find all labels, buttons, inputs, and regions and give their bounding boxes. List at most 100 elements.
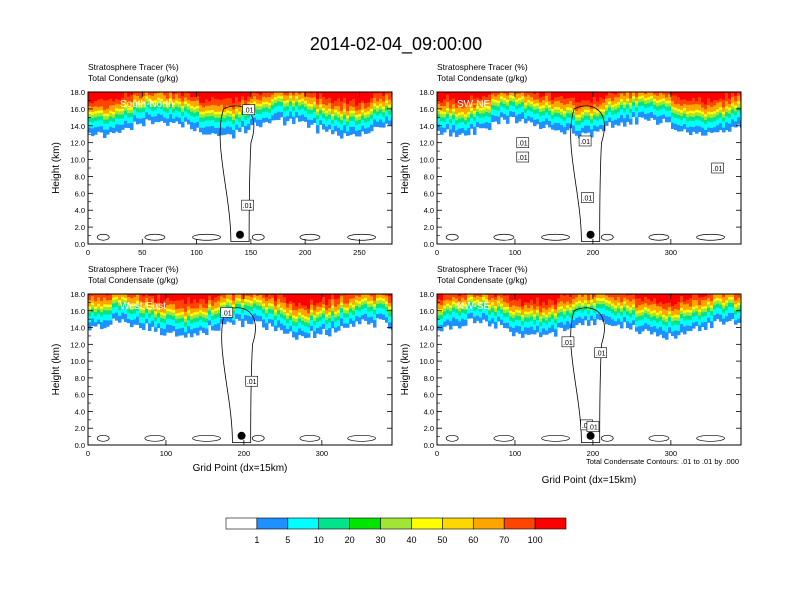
- y-tick-label: 16.0: [70, 105, 85, 114]
- contour-label: .01: [244, 108, 254, 115]
- contour-label: .01: [588, 425, 598, 432]
- x-tick-label: 200: [587, 248, 600, 257]
- x-tick-label: 0: [435, 248, 439, 257]
- y-tick-label: 18.0: [70, 88, 85, 97]
- low-cloud-contour: [192, 434, 221, 442]
- contour-label: .01: [222, 310, 232, 317]
- colorbar-swatch: [287, 517, 320, 530]
- colorbar-label: 50: [437, 535, 447, 545]
- colorbar-swatch: [225, 517, 258, 530]
- y-axis-label: Height (km): [400, 344, 411, 396]
- y-tick-label: 2.0: [75, 424, 85, 433]
- y-tick-label: 4.0: [424, 407, 434, 416]
- section-label: SW-NE: [457, 99, 490, 110]
- x-axis-label: Grid Point (dx=15km): [542, 475, 637, 486]
- y-tick-label: 14.0: [70, 324, 85, 333]
- y-tick-label: 18.0: [70, 290, 85, 299]
- y-tick-label: 0.0: [75, 441, 85, 450]
- x-tick-label: 100: [509, 248, 522, 257]
- y-tick-label: 14.0: [419, 324, 434, 333]
- contour-label-box: [594, 347, 607, 359]
- variable-label-1: Stratosphere Tracer (%): [437, 264, 528, 274]
- variable-label-2: Total Condensate (g/kg): [88, 73, 178, 83]
- colorbar-label: 1: [254, 535, 259, 545]
- tracer-field: [88, 294, 392, 340]
- contour-label-box: [578, 135, 592, 147]
- y-tick-label: 6.0: [75, 189, 85, 198]
- y-axis-label: Height (km): [400, 142, 411, 194]
- colorbar-swatch: [380, 517, 412, 530]
- colorbar-swatch: [411, 517, 443, 530]
- tracer-field: [437, 294, 741, 340]
- colorbar-swatch: [256, 517, 289, 530]
- condensate-contour: [221, 307, 256, 443]
- low-cloud-contour: [648, 434, 670, 442]
- y-tick-label: 4.0: [424, 206, 434, 215]
- y-tick-label: 10.0: [419, 357, 434, 366]
- section-label: NW-SE: [457, 301, 490, 312]
- contour-label: .01: [596, 351, 606, 358]
- colorbar-label: 40: [406, 535, 416, 545]
- low-cloud-contour: [493, 233, 515, 241]
- y-tick-label: 0.0: [424, 240, 434, 249]
- contour-label: .01: [583, 196, 593, 203]
- x-tick-label: 200: [238, 449, 251, 458]
- y-tick-label: 18.0: [419, 290, 434, 299]
- y-tick-label: 10.0: [419, 156, 434, 165]
- low-cloud-contour: [144, 233, 166, 241]
- contour-label-box: [711, 162, 724, 174]
- y-tick-label: 4.0: [75, 206, 85, 215]
- y-tick-label: 8.0: [424, 374, 434, 383]
- panel-2: Stratosphere Tracer (%)Total Condensate …: [400, 62, 742, 257]
- low-cloud-contour: [96, 434, 110, 442]
- y-tick-label: 2.0: [424, 424, 434, 433]
- panel-4: Stratosphere Tracer (%)Total Condensate …: [400, 264, 742, 486]
- y-tick-label: 16.0: [70, 307, 85, 316]
- low-cloud-contour: [96, 233, 110, 241]
- contour-label: .01: [518, 155, 528, 162]
- x-tick-label: 100: [190, 248, 203, 257]
- low-cloud-contour: [696, 233, 725, 241]
- contour-label-box: [220, 307, 234, 318]
- x-tick-label: 100: [160, 449, 173, 458]
- y-tick-label: 18.0: [419, 88, 434, 97]
- colorbar-label: 70: [499, 535, 509, 545]
- y-tick-label: 8.0: [424, 172, 434, 181]
- colorbar-swatch: [318, 517, 350, 530]
- variable-label-1: Stratosphere Tracer (%): [437, 62, 528, 72]
- location-marker: [236, 230, 244, 239]
- contour-label-box: [242, 104, 255, 116]
- y-tick-label: 6.0: [424, 189, 434, 198]
- y-tick-label: 8.0: [75, 374, 85, 383]
- x-tick-label: 0: [435, 449, 439, 458]
- tracer-field: [437, 92, 741, 139]
- panel-3: Stratosphere Tracer (%)Total Condensate …: [51, 264, 393, 474]
- contour-label-box: [245, 375, 258, 387]
- x-tick-label: 150: [245, 248, 258, 257]
- x-tick-label: 200: [299, 248, 312, 257]
- y-tick-label: 8.0: [75, 172, 85, 181]
- y-tick-label: 12.0: [70, 340, 85, 349]
- colorbar-swatch: [472, 517, 505, 530]
- variable-label-1: Stratosphere Tracer (%): [88, 264, 179, 274]
- y-tick-label: 12.0: [419, 139, 434, 148]
- x-tick-label: 300: [665, 449, 678, 458]
- contour-label-box: [241, 199, 254, 211]
- colorbar-label: 60: [468, 535, 478, 545]
- colorbar-swatch: [534, 517, 567, 530]
- low-cloud-contour: [251, 434, 265, 442]
- x-tick-label: 200: [587, 449, 600, 458]
- location-marker: [586, 230, 595, 239]
- contour-label: .01: [518, 141, 528, 148]
- y-tick-label: 6.0: [75, 391, 85, 400]
- x-tick-label: 0: [86, 248, 90, 257]
- y-tick-label: 6.0: [424, 391, 434, 400]
- y-tick-label: 12.0: [419, 340, 434, 349]
- colorbar-label: 5: [285, 535, 290, 545]
- y-tick-label: 2.0: [75, 223, 85, 232]
- low-cloud-contour: [600, 434, 614, 442]
- low-cloud-contour: [192, 233, 221, 241]
- colorbar-swatch: [503, 517, 536, 530]
- low-cloud-contour: [299, 434, 321, 442]
